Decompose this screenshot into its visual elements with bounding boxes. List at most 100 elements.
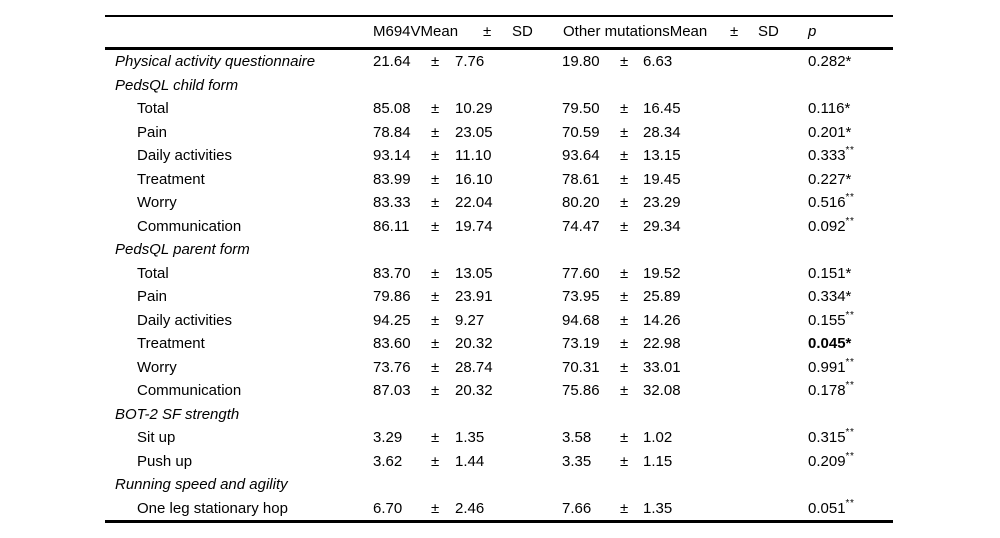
other-sd-value xyxy=(643,403,808,427)
p-value: 0.516 xyxy=(808,194,846,211)
p-value: 0.991 xyxy=(808,358,846,376)
row-label: Total xyxy=(137,264,169,282)
table-row: PedsQL parent form xyxy=(105,238,893,262)
p-value-cell xyxy=(808,403,893,427)
plus-minus-sign xyxy=(431,473,455,497)
other-sd-value xyxy=(643,238,808,262)
m694v-sd-value: 23.05 xyxy=(455,123,493,141)
m694v-sd-value: 23.91 xyxy=(455,288,493,305)
plus-minus-sign xyxy=(431,74,455,98)
p-significance-mark: ** xyxy=(845,450,855,462)
col-header-plusminus-1: ± xyxy=(483,23,492,40)
p-value: 0.282 xyxy=(808,53,846,70)
row-label: Pain xyxy=(137,123,168,141)
plus-minus-sign: ± xyxy=(431,217,440,235)
row-label: Daily activities xyxy=(137,311,233,329)
col-header-sd-1: SD xyxy=(512,23,533,40)
row-label: Worry xyxy=(137,194,177,211)
plus-minus-sign: ± xyxy=(620,335,629,352)
table-row: Communication 87.03 ±20.32 75.86 ±32.08 0.178… xyxy=(105,379,893,403)
col-header-sd-2: SD xyxy=(758,23,779,40)
m694v-mean-value: 83.60 xyxy=(373,335,411,352)
other-mean-value: 73.19 xyxy=(562,335,600,352)
other-mean-value xyxy=(562,403,620,427)
m694v-mean-value: 78.84 xyxy=(373,123,411,141)
p-value-cell: 0.116* xyxy=(808,97,893,121)
table-row: Physical activity questionnaire 21.64 ±7.7… xyxy=(105,50,893,74)
plus-minus-sign: ± xyxy=(620,452,629,470)
row-label: One leg stationary hop xyxy=(137,499,288,517)
other-mean-value xyxy=(562,238,620,262)
col-header-other-mutations-mean: Other mutationsMean xyxy=(563,23,708,40)
p-significance-mark: * xyxy=(845,264,852,282)
plus-minus-sign: ± xyxy=(620,311,629,329)
other-sd-value: 32.08 xyxy=(643,382,681,399)
p-significance-mark: * xyxy=(844,100,851,117)
plus-minus-sign: ± xyxy=(620,499,629,517)
other-mean-value: 3.58 xyxy=(562,429,592,446)
plus-minus-sign: ± xyxy=(620,147,629,164)
p-value: 0.155 xyxy=(808,311,846,329)
m694v-sd-value: 7.76 xyxy=(455,53,485,70)
row-label: BOT-2 SF strength xyxy=(115,405,240,423)
row-label: Treatment xyxy=(137,335,205,352)
plus-minus-sign: ± xyxy=(431,264,440,282)
other-sd-value: 28.34 xyxy=(643,123,681,141)
p-significance-mark: ** xyxy=(845,215,855,227)
p-significance-mark: ** xyxy=(845,356,855,368)
m694v-sd-value: 16.10 xyxy=(455,170,493,188)
table-row: Daily activities 94.25 ±9.27 94.68 ±14.26 0.1… xyxy=(105,309,893,333)
plus-minus-sign: ± xyxy=(620,288,629,305)
plus-minus-sign xyxy=(620,473,643,497)
p-value: 0.092 xyxy=(808,217,846,235)
other-sd-value: 25.89 xyxy=(643,288,681,305)
plus-minus-sign: ± xyxy=(431,170,440,188)
table-row: PedsQL child form xyxy=(105,74,893,98)
m694v-sd-value: 9.27 xyxy=(455,311,485,329)
other-sd-value: 14.26 xyxy=(643,311,681,329)
m694v-sd-value: 20.32 xyxy=(455,335,493,352)
table-header-row: M694VMean ± SD Other mutationsMean ± SD … xyxy=(105,15,893,50)
p-value-cell: 0.155** xyxy=(808,309,893,333)
p-significance-mark: * xyxy=(845,288,852,305)
p-value: 0.201 xyxy=(808,123,846,141)
m694v-sd-value: 13.05 xyxy=(455,264,493,282)
m694v-mean-value: 3.29 xyxy=(373,429,403,446)
other-mean-value: 75.86 xyxy=(562,382,600,399)
table-row: Push up 3.62 ±1.44 3.35 ±1.15 0.209** xyxy=(105,450,893,474)
other-mean-value: 19.80 xyxy=(562,53,600,70)
other-sd-value: 23.29 xyxy=(643,194,681,211)
p-value: 0.116 xyxy=(808,100,845,117)
p-significance-mark: ** xyxy=(845,145,855,156)
p-value: 0.051 xyxy=(808,499,846,517)
other-sd-value: 1.35 xyxy=(643,499,673,517)
plus-minus-sign: ± xyxy=(620,53,629,70)
p-value-cell: 0.178** xyxy=(808,379,893,403)
other-sd-value xyxy=(643,473,808,497)
col-header-m694v-mean: M694VMean xyxy=(373,23,459,40)
other-mean-value xyxy=(562,74,620,98)
row-label: PedsQL parent form xyxy=(115,241,250,258)
plus-minus-sign: ± xyxy=(431,288,440,305)
table-row: Daily activities 93.14 ±11.10 93.64 ±13.15 0.… xyxy=(105,144,893,168)
table-row: Running speed and agility xyxy=(105,473,893,497)
m694v-mean-value: 83.33 xyxy=(373,194,411,211)
m694v-sd-value: 10.29 xyxy=(455,100,493,117)
table-row: Treatment 83.99 ±16.10 78.61 ±19.45 0.227* xyxy=(105,168,893,192)
other-sd-value: 13.15 xyxy=(643,147,681,164)
other-sd-value: 16.45 xyxy=(643,100,681,117)
plus-minus-sign: ± xyxy=(620,123,629,141)
p-value-cell: 0.201* xyxy=(808,121,893,145)
plus-minus-sign: ± xyxy=(431,123,440,141)
m694v-sd-value: 1.44 xyxy=(455,452,485,470)
other-sd-value: 29.34 xyxy=(643,217,681,235)
other-mean-value: 73.95 xyxy=(562,288,600,305)
plus-minus-sign: ± xyxy=(431,358,440,376)
p-value: 0.178 xyxy=(808,382,846,399)
table-row: Worry 83.33 ±22.04 80.20 ±23.29 0.516** xyxy=(105,191,893,215)
p-value-cell: 0.092** xyxy=(808,215,893,239)
p-value-cell: 0.282* xyxy=(808,50,893,74)
row-label: PedsQL child form xyxy=(115,76,239,94)
p-value-cell: 0.051** xyxy=(808,497,893,521)
